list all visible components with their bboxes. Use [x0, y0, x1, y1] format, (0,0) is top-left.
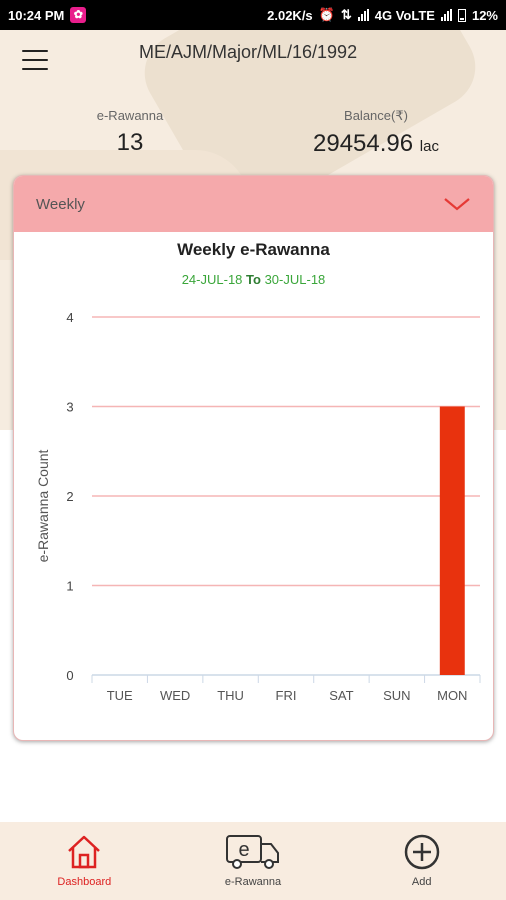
network-speed: 2.02K/s [267, 7, 313, 23]
x-tick-label: THU [217, 688, 244, 703]
date-from: 24-JUL-18 [181, 272, 243, 287]
page-title: ME/AJM/Major/ML/16/1992 [139, 42, 358, 62]
period-dropdown[interactable]: Weekly [14, 176, 493, 232]
date-separator: To [246, 272, 261, 287]
app-header: ME/AJM/Major/ML/16/1992 [0, 30, 506, 90]
y-tick-label: 0 [66, 668, 73, 683]
truck-icon: e [226, 835, 279, 869]
nav-add[interactable]: Add [337, 822, 506, 900]
erawanna-count-stat: e-Rawanna 13 [70, 108, 190, 157]
network-type: 4G VoLTE [374, 7, 435, 23]
nav-dashboard[interactable]: Dashboard [0, 822, 169, 900]
status-time: 10:24 PM [8, 7, 65, 23]
data-arrows-icon: ⇅ [340, 7, 352, 22]
chart-date-range: 24-JUL-18 To 30-JUL-18 [14, 272, 493, 287]
menu-icon[interactable] [22, 50, 48, 70]
balance-unit: lac [419, 138, 439, 155]
x-tick-label: SUN [383, 688, 410, 703]
balance-value: 29454.96 [313, 130, 414, 157]
alarm-icon: ⏰ [318, 7, 335, 22]
svg-text:e: e [238, 839, 249, 861]
battery-icon [457, 8, 466, 22]
y-tick-label: 4 [66, 310, 73, 325]
x-tick-label: TUE [107, 688, 133, 703]
nav-dashboard-label: Dashboard [57, 876, 112, 888]
status-bar: 10:24 PM ✿ 2.02K/s ⏰ ⇅ 4G VoLTE 12% [0, 0, 506, 30]
erawanna-count-value: 13 [116, 129, 144, 156]
nav-erawanna[interactable]: e e-Rawanna [169, 822, 338, 900]
notification-icon: ✿ [70, 7, 87, 23]
balance-label: Balance(₹) [344, 108, 408, 123]
x-tick-label: FRI [276, 688, 297, 703]
date-to: 30-JUL-18 [264, 272, 326, 287]
chart-title: Weekly e-Rawanna [177, 240, 330, 259]
signal-icon [357, 9, 369, 21]
x-tick-label: WED [160, 688, 190, 703]
home-icon [68, 835, 101, 869]
weekly-bar-chart: 0 1 2 3 4 TUE WED THU FRI SAT SUN MON e-Rawanna Coun… [35, 310, 481, 703]
nav-erawanna-label: e-Rawanna [224, 876, 282, 888]
balance-stat: Balance(₹) 29454.96 lac [290, 108, 462, 158]
y-tick-label: 1 [66, 579, 73, 594]
signal-icon-2 [440, 9, 452, 21]
add-circle-icon [404, 834, 439, 870]
balance-value-row: 29454.96 lac [290, 130, 462, 158]
chevron-down-icon[interactable] [443, 196, 471, 212]
bottom-navigation: Dashboard e e-Rawanna Add [0, 822, 506, 900]
battery-level: 12% [471, 7, 498, 23]
y-tick-label: 3 [66, 400, 73, 415]
erawanna-count-label: e-Rawanna [96, 108, 164, 123]
x-tick-label: SAT [329, 688, 353, 703]
chart-card: Weekly Weekly e-Rawanna 24-JUL-18 To 30-… [13, 175, 494, 741]
y-tick-label: 2 [66, 489, 73, 504]
nav-add-label: Add [411, 876, 432, 888]
period-dropdown-label: Weekly [36, 195, 85, 213]
bar [439, 406, 465, 675]
y-axis-label: e-Rawanna Count [35, 449, 51, 562]
x-tick-label: MON [437, 688, 467, 703]
